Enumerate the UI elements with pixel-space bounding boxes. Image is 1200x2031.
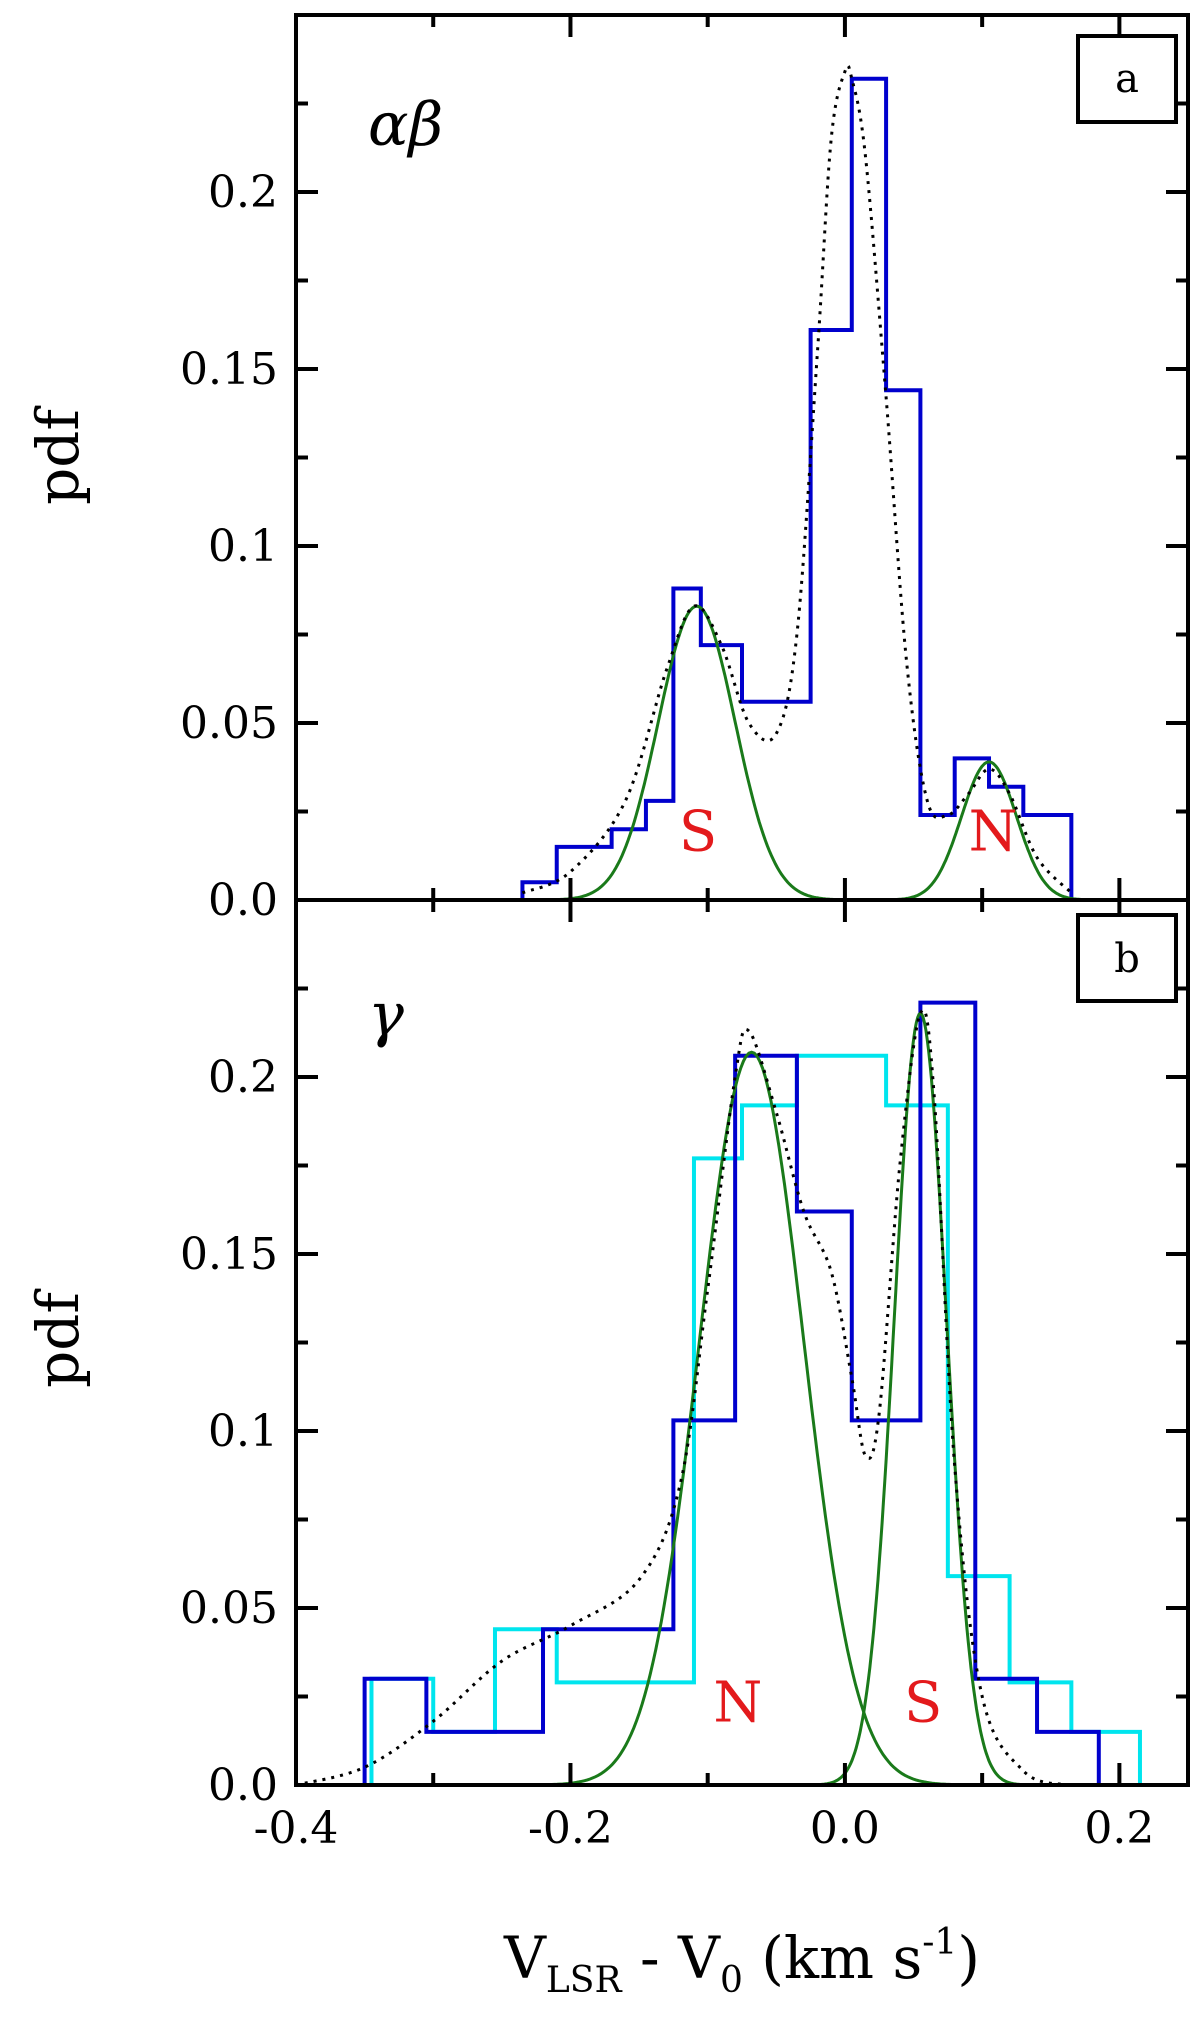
panel-b-peak-N: N bbox=[713, 1670, 762, 1735]
panel-a: 0.0 0.05 0.1 0.15 0.2 a αβ pdf S N bbox=[24, 13, 1190, 926]
panel-b-xtick-label: 0.2 bbox=[1084, 1803, 1154, 1854]
x-axis-title-sup: -1 bbox=[922, 1922, 957, 1963]
panel-a-histograms bbox=[520, 76, 1074, 900]
panel-a-ylabel: pdf bbox=[24, 406, 92, 505]
panel-b-xtick-label: 0.0 bbox=[810, 1803, 880, 1854]
panel-b-gaussian-0 bbox=[532, 1050, 971, 1787]
panel-b-ytick-label: 0.2 bbox=[208, 1052, 278, 1103]
panel-b-histograms bbox=[362, 1000, 1142, 1785]
panel-a-letter: a bbox=[1115, 56, 1139, 102]
panel-b-xtick-label: -0.4 bbox=[254, 1803, 339, 1854]
x-axis-title-sub2: 0 bbox=[720, 1960, 743, 2001]
panel-b-xtick-labels: -0.4 -0.2 0.0 0.2 bbox=[254, 1803, 1155, 1854]
panel-b-frame bbox=[294, 898, 1190, 1787]
panel-b: 0.0 0.05 0.1 0.15 0.2 -0.4 -0.2 0.0 0.2 b γ pdf… bbox=[24, 898, 1190, 1854]
x-axis-title: VLSR - V0 (km s-1) bbox=[503, 1922, 980, 2001]
x-axis-title-sub1: LSR bbox=[546, 1960, 623, 2001]
panel-a-ytick-label: 0.1 bbox=[208, 521, 278, 572]
panel-a-gaussian-1 bbox=[873, 760, 1105, 902]
panel-b-ytick-label: 0.1 bbox=[208, 1406, 278, 1457]
panel-b-curves bbox=[295, 1008, 1065, 1787]
panel-a-ytick-labels: 0.0 0.05 0.1 0.15 0.2 bbox=[180, 167, 278, 926]
panel-a-letter-box bbox=[1076, 34, 1178, 124]
panel-b-ytick-label: 0.0 bbox=[208, 1760, 278, 1811]
panel-a-ytick-label: 0.05 bbox=[180, 698, 278, 749]
panel-a-label: αβ bbox=[368, 90, 443, 160]
panel-b-ylabel: pdf bbox=[24, 1289, 92, 1388]
panel-b-xtick-label: -0.2 bbox=[528, 1803, 613, 1854]
panel-a-dotted-curve bbox=[521, 64, 1073, 895]
panel-a-ytick-label: 0.0 bbox=[208, 875, 278, 926]
panel-a-peak-S: S bbox=[679, 799, 717, 864]
x-axis-title-v: V bbox=[503, 1924, 547, 1992]
panel-b-label: γ bbox=[368, 980, 404, 1050]
panel-b-histogram-1 bbox=[362, 1000, 1101, 1785]
panel-b-ytick-label: 0.15 bbox=[180, 1229, 278, 1280]
panel-a-ytick-label: 0.2 bbox=[208, 167, 278, 218]
x-axis-title-mid: - V bbox=[622, 1924, 721, 1992]
x-axis-title-end: ) bbox=[957, 1924, 980, 1992]
panel-a-histogram-0 bbox=[520, 76, 1074, 900]
panel-b-letter-box bbox=[1076, 913, 1178, 1003]
panel-b-peak-S: S bbox=[904, 1670, 942, 1735]
panel-a-curves bbox=[521, 64, 1105, 902]
panel-b-ytick-label: 0.05 bbox=[180, 1583, 278, 1634]
panel-a-ytick-label: 0.15 bbox=[180, 344, 278, 395]
panel-b-gaussian-1 bbox=[810, 1011, 1030, 1787]
x-axis-title-tail: (km s bbox=[743, 1924, 922, 1992]
panel-a-peak-N: N bbox=[969, 799, 1018, 864]
panel-b-letter: b bbox=[1114, 936, 1140, 982]
panel-b-ytick-labels: 0.0 0.05 0.1 0.15 0.2 bbox=[180, 1052, 278, 1811]
